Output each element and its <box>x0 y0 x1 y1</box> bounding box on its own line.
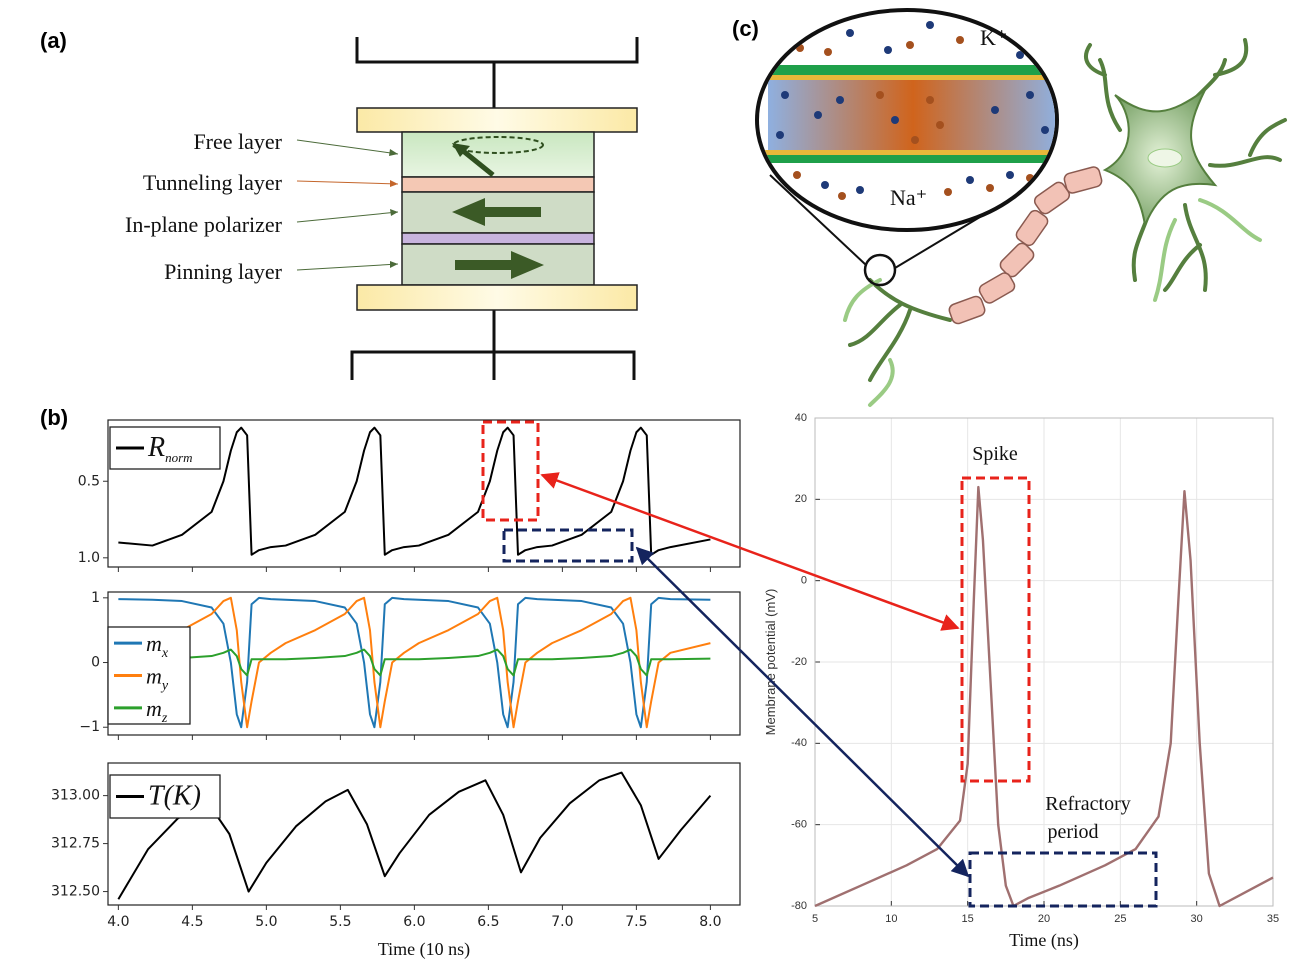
y-tick-label: 0 <box>91 655 100 671</box>
panel-label: (a) <box>40 28 67 53</box>
y-tick-label: 312.50 <box>51 884 100 900</box>
ion-label: K⁺ <box>980 25 1008 50</box>
legend-name: m <box>146 631 162 656</box>
y-tick-label: 0.5 <box>78 473 100 489</box>
y-tick-label: 40 <box>795 412 807 424</box>
legend-name: m <box>146 696 162 721</box>
x-tick-label: 10 <box>885 913 897 925</box>
x-tick-label: 6.5 <box>477 914 499 930</box>
y-tick-label: -40 <box>791 737 807 749</box>
legend-subscript: x <box>161 646 169 661</box>
x-axis-label: Time (ns) <box>1009 930 1079 951</box>
x-tick-label: 25 <box>1114 913 1126 925</box>
x-tick-label: 7.0 <box>551 914 573 930</box>
y-tick-label: 1.0 <box>78 550 100 566</box>
figure: (a) (b) (c) Free layer Tunneling layer I… <box>0 0 1292 971</box>
y-tick-label: 312.75 <box>51 836 100 852</box>
x-axis-label: Time (10 ns) <box>378 939 470 960</box>
x-tick-label: 5.5 <box>329 914 351 930</box>
x-tick-label: 7.5 <box>625 914 647 930</box>
annotation: Spike <box>972 443 1018 465</box>
legend-subscript: norm <box>165 450 192 465</box>
label-pointers <box>297 140 398 270</box>
x-tick-label: 35 <box>1267 913 1279 925</box>
panel-label: (b) <box>40 405 68 430</box>
x-tick-label: 4.5 <box>181 914 203 930</box>
layer-label: In-plane polarizer <box>125 212 283 237</box>
legend-subscript: z <box>161 711 168 726</box>
charts: 0.51.0Rnorm−101mxmymz312.50312.75313.004… <box>51 412 1279 960</box>
x-tick-label: 15 <box>962 913 974 925</box>
x-tick-label: 8.0 <box>699 914 721 930</box>
y-tick-label: 1 <box>91 590 100 606</box>
zoom-lens: K⁺ Na⁺ <box>757 10 1060 285</box>
legend-label: T(K) <box>148 781 201 812</box>
y-tick-label: 20 <box>795 493 807 505</box>
layer-label: Free layer <box>193 129 282 154</box>
layer-label: Pinning layer <box>164 259 283 284</box>
x-tick-label: 5.0 <box>255 914 277 930</box>
x-tick-label: 6.0 <box>403 914 425 930</box>
y-tick-label: -60 <box>791 819 807 831</box>
y-tick-label: 0 <box>801 575 807 587</box>
annotation: period <box>1047 821 1098 843</box>
legend-subscript: y <box>160 679 169 694</box>
y-tick-label: -80 <box>791 900 807 912</box>
y-tick-label: -20 <box>791 656 807 668</box>
x-tick-label: 30 <box>1191 913 1203 925</box>
y-axis-label: Membrane potential (mV) <box>763 589 778 736</box>
panel-label: (c) <box>732 16 759 41</box>
x-tick-label: 20 <box>1038 913 1050 925</box>
legend-name: m <box>146 664 162 689</box>
x-tick-label: 4.0 <box>107 914 129 930</box>
ion-label: Na⁺ <box>890 185 927 210</box>
legend-name: R <box>147 432 165 463</box>
y-tick-label: 313.00 <box>51 788 100 804</box>
legend-name: T(K) <box>148 781 201 812</box>
layer-labels: Free layer Tunneling layer In-plane pola… <box>125 129 283 284</box>
y-tick-label: −1 <box>79 719 100 735</box>
x-tick-label: 5 <box>812 913 818 925</box>
annotation: Refractory <box>1045 793 1131 815</box>
layer-label: Tunneling layer <box>143 170 283 195</box>
